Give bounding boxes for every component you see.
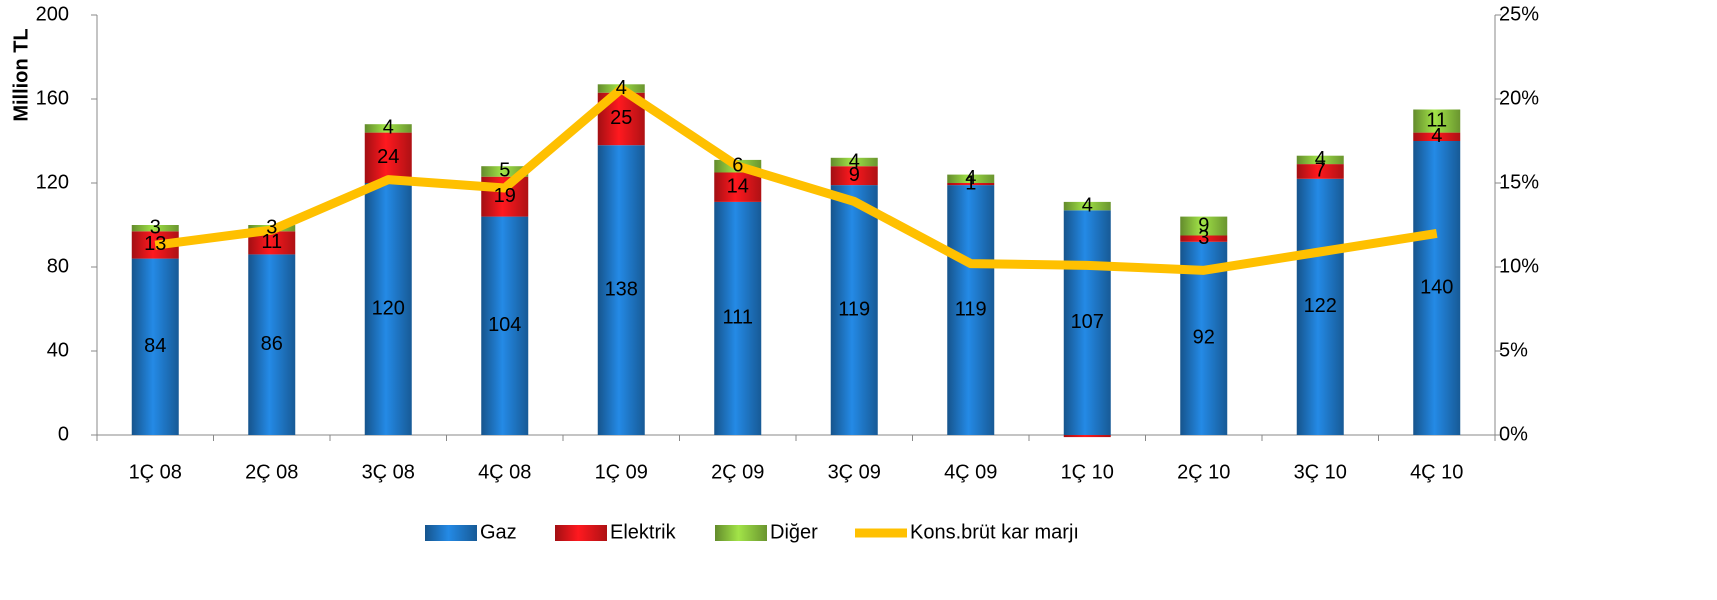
bar-segment <box>1180 235 1228 242</box>
data-label: 1 <box>965 172 976 194</box>
data-label: 104 <box>488 314 521 336</box>
bar-segment <box>830 185 878 435</box>
x-tick-label: 4Ç 09 <box>944 461 997 483</box>
y2-tick-label: 5% <box>1499 339 1528 361</box>
data-label: 86 <box>261 333 283 355</box>
data-label: 4 <box>849 150 860 172</box>
x-tick-label: 2Ç 09 <box>711 461 764 483</box>
x-tick-label: 4Ç 08 <box>478 461 531 483</box>
bar-segment <box>364 183 412 435</box>
y2-tick-label: 20% <box>1499 87 1539 109</box>
bar-segment <box>1296 164 1344 179</box>
legend-swatch <box>425 525 477 541</box>
legend-swatch <box>715 525 767 541</box>
bar-segment <box>481 216 529 435</box>
bar-segment <box>364 124 412 133</box>
data-label: 13 <box>144 233 166 255</box>
y2-tick-label: 15% <box>1499 171 1539 193</box>
data-label: 24 <box>377 146 399 168</box>
bar-segment <box>481 166 529 177</box>
bar-segment <box>364 132 412 183</box>
bar-segment <box>714 172 762 202</box>
data-label: 119 <box>838 298 870 320</box>
data-label: 4 <box>616 77 627 99</box>
data-label: 3 <box>1198 227 1209 249</box>
bar-segment <box>1063 201 1111 211</box>
data-label: 111 <box>723 307 753 329</box>
y-tick-label: 40 <box>47 339 69 361</box>
data-label: 9 <box>849 164 860 186</box>
bar-segment <box>1296 155 1344 165</box>
bar-segment <box>131 225 179 232</box>
bar-segment <box>1063 210 1111 435</box>
legend-label: Elektrik <box>610 521 677 543</box>
bar-segment <box>131 258 179 435</box>
data-label: 107 <box>1071 311 1104 333</box>
bar-segment <box>1413 141 1461 435</box>
data-label: 140 <box>1420 276 1453 298</box>
bar-segment <box>597 145 645 435</box>
x-tick-label: 4Ç 10 <box>1410 461 1463 483</box>
data-label: 11 <box>1426 109 1447 131</box>
legend-swatch <box>555 525 607 541</box>
x-tick-label: 1Ç 10 <box>1061 461 1114 483</box>
data-label: 11 <box>261 231 282 253</box>
bar-segment <box>830 157 878 167</box>
data-label: 119 <box>955 298 987 320</box>
x-tick-label: 3Ç 10 <box>1294 461 1347 483</box>
bar-segment <box>947 174 995 183</box>
data-label: 5 <box>499 160 510 182</box>
y-tick-label: 80 <box>47 255 69 277</box>
x-tick-label: 1Ç 09 <box>595 461 648 483</box>
y-tick-label: 120 <box>36 171 69 193</box>
legend-label: Diğer <box>770 521 818 543</box>
bar-segment <box>714 201 762 435</box>
data-label: 92 <box>1193 327 1215 349</box>
data-label: 7 <box>1315 160 1326 182</box>
x-tick-label: 3Ç 08 <box>362 461 415 483</box>
x-tick-label: 2Ç 10 <box>1177 461 1230 483</box>
data-label: 14 <box>727 175 749 197</box>
data-label: 3 <box>266 216 277 238</box>
y-tick-label: 160 <box>36 87 69 109</box>
y2-tick-label: 0% <box>1499 423 1528 445</box>
data-label: 4 <box>1082 194 1093 216</box>
x-tick-label: 1Ç 08 <box>129 461 182 483</box>
bar-segment <box>1296 178 1344 436</box>
data-label: 4 <box>383 117 394 139</box>
data-label: 3 <box>150 216 161 238</box>
data-label: 120 <box>372 297 405 319</box>
y2-tick-label: 10% <box>1499 255 1539 277</box>
bar-segment <box>947 183 995 186</box>
data-label: 138 <box>605 278 638 300</box>
data-label: 6 <box>732 154 743 176</box>
legend-label: Kons.brüt kar marjı <box>910 521 1079 543</box>
y2-tick-label: 25% <box>1499 3 1539 25</box>
x-tick-label: 2Ç 08 <box>245 461 298 483</box>
legend-label: Gaz <box>480 521 517 543</box>
data-label: 4 <box>1315 148 1326 170</box>
data-label: 19 <box>494 185 516 207</box>
bar-segment <box>830 166 878 186</box>
data-label: 4 <box>1431 125 1442 147</box>
bar-segment <box>248 231 296 255</box>
line <box>154 84 1438 275</box>
x-tick-label: 3Ç 09 <box>828 461 881 483</box>
bar-segment <box>1180 216 1228 236</box>
y-tick-label: 200 <box>36 3 69 25</box>
data-label: 84 <box>144 335 166 357</box>
data-label: 122 <box>1304 295 1337 317</box>
data-label: 25 <box>610 107 632 129</box>
bar-segment <box>1413 132 1461 141</box>
y-tick-label: 0 <box>58 423 69 445</box>
data-label: 4 <box>965 167 976 189</box>
bar-segment <box>1413 109 1461 133</box>
y-axis-label: Million TL <box>10 28 32 121</box>
data-label: 9 <box>1198 214 1209 236</box>
bar-segment <box>248 254 296 435</box>
bar-segment <box>1063 435 1111 438</box>
bar-segment <box>947 185 995 435</box>
